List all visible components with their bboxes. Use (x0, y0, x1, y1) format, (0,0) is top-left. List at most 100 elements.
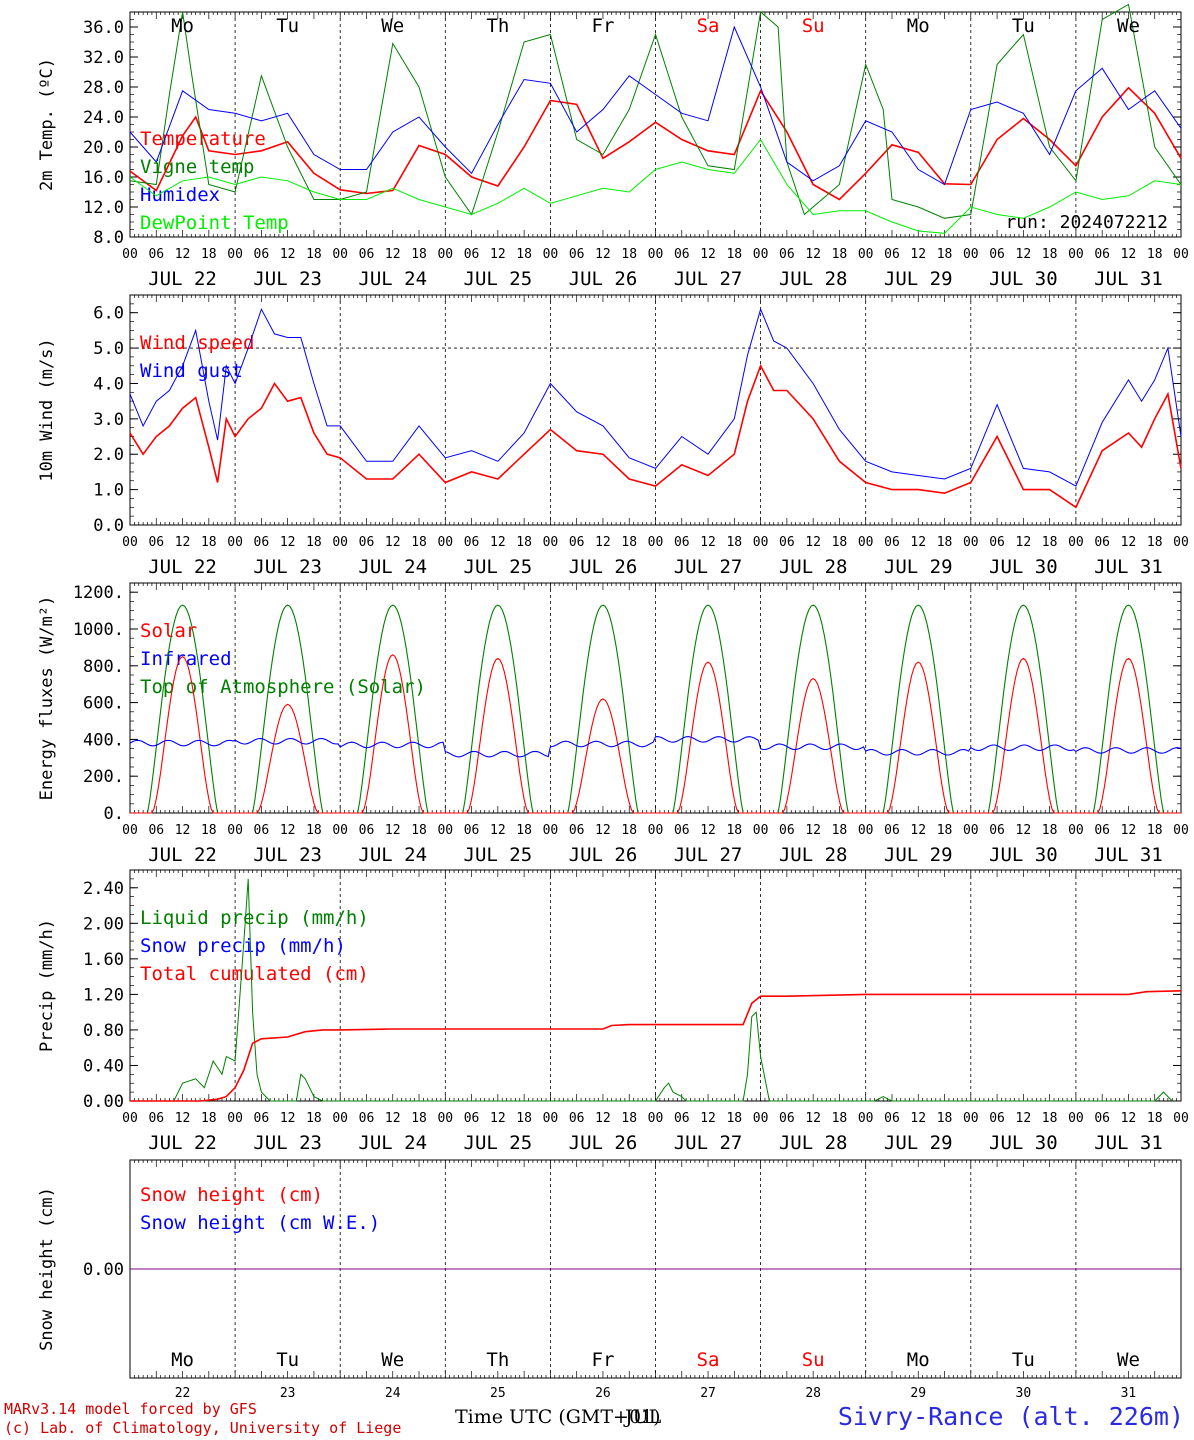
hour-label: 12 (280, 247, 296, 262)
day-name: Tu (1012, 15, 1035, 37)
x-axis-title: Time UTC (GMT+01) JUL (455, 1406, 662, 1428)
hour-label: 00 (1068, 823, 1084, 838)
hour-label: 18 (832, 535, 848, 550)
hour-label: 18 (1147, 247, 1163, 262)
run-label: run: 2024072212 (1005, 212, 1168, 233)
hour-label: 06 (254, 535, 270, 550)
day-name: Fr (592, 15, 615, 37)
series-line (129, 86, 1182, 201)
hour-label: 12 (490, 247, 506, 262)
hour-label: 12 (595, 823, 611, 838)
hour-label: 00 (648, 535, 664, 550)
y-tick-label: 0. (104, 804, 124, 824)
date-label: JUL 23 (253, 556, 322, 578)
hour-label: 12 (595, 535, 611, 550)
hour-label: 00 (648, 1111, 664, 1126)
hour-label: 12 (490, 823, 506, 838)
hour-label: 12 (595, 247, 611, 262)
hour-label: 12 (805, 823, 821, 838)
hour-label: 00 (858, 823, 874, 838)
date-label: JUL 28 (779, 268, 848, 290)
hour-label: 00 (122, 247, 138, 262)
y-tick-label: 32.0 (83, 48, 124, 68)
date-label: JUL 25 (464, 268, 533, 290)
hour-label: 06 (1094, 823, 1110, 838)
hour-label: 12 (595, 1111, 611, 1126)
hour-label: 18 (306, 823, 322, 838)
hour-label: 06 (148, 535, 164, 550)
hour-label: 12 (1016, 247, 1032, 262)
hour-label: 12 (700, 823, 716, 838)
date-number: 26 (595, 1386, 611, 1401)
hour-label: 00 (543, 823, 559, 838)
hour-label: 18 (411, 247, 427, 262)
hour-label: 12 (1121, 823, 1137, 838)
infrared-line (129, 736, 1182, 758)
hour-label: 06 (359, 535, 375, 550)
series-line (129, 307, 1182, 487)
hour-label: 12 (175, 1111, 191, 1126)
hour-label: 18 (832, 823, 848, 838)
hour-label: 00 (963, 1111, 979, 1126)
hour-label: 18 (937, 247, 953, 262)
y-tick-label: 600. (83, 694, 124, 714)
panel-1: 8.0 12.0 16.0 20.0 24.0 28.0 32.0 36.0 2m Temp. … (37, 3, 1189, 290)
hour-label: 06 (464, 823, 480, 838)
hour-label: 00 (543, 1111, 559, 1126)
hour-label: 18 (411, 1111, 427, 1126)
hour-label: 12 (910, 1111, 926, 1126)
legend-entry: Snow height (cm) (140, 1184, 323, 1206)
y-tick-label: 0.00 (83, 1260, 124, 1280)
date-label: JUL 25 (464, 844, 533, 866)
date-number: 27 (700, 1386, 716, 1401)
hour-label: 00 (1068, 247, 1084, 262)
hour-label: 00 (227, 535, 243, 550)
y-tick-label: 20.0 (83, 138, 124, 158)
hour-label: 00 (122, 1111, 138, 1126)
y-tick-label: 0.00 (83, 1092, 124, 1112)
y-axis-title: 2m Temp. (ºC) (37, 58, 57, 191)
y-tick-label: 1.0 (93, 481, 124, 501)
date-label: JUL 29 (884, 268, 953, 290)
hour-label: 12 (1121, 247, 1137, 262)
y-tick-label: 1.20 (83, 985, 124, 1005)
hour-label: 06 (569, 247, 585, 262)
y-tick-label: 8.0 (93, 228, 124, 248)
hour-label: 18 (621, 247, 637, 262)
y-tick-label: 6.0 (93, 304, 124, 324)
hour-label: 12 (385, 247, 401, 262)
hour-label: 12 (700, 1111, 716, 1126)
hour-label: 18 (306, 535, 322, 550)
series-line (129, 3, 1182, 219)
day-name-bottom: Mo (907, 1349, 930, 1371)
hour-label: 06 (254, 823, 270, 838)
hour-label: 12 (385, 823, 401, 838)
date-label: JUL 30 (989, 844, 1058, 866)
hour-label: 06 (359, 1111, 375, 1126)
series-line (129, 363, 1182, 509)
hour-label: 06 (884, 1111, 900, 1126)
credit-lab: (c) Lab. of Climatology, University of L… (4, 1419, 402, 1437)
y-tick-label: 28.0 (83, 78, 124, 98)
panel-5: 0.00 Snow height (cm) Snow height (cm) Snow… (37, 1159, 1182, 1401)
date-label: JUL 30 (989, 1132, 1058, 1154)
date-label: JUL 29 (884, 1132, 953, 1154)
date-label: JUL 26 (569, 556, 638, 578)
hour-label: 12 (1016, 823, 1032, 838)
date-label: JUL 24 (358, 556, 427, 578)
y-tick-label: 1.60 (83, 950, 124, 970)
hour-label: 06 (569, 823, 585, 838)
hour-label: 06 (674, 1111, 690, 1126)
hour-label: 18 (1147, 1111, 1163, 1126)
date-label: JUL 26 (569, 268, 638, 290)
hour-label: 12 (1121, 535, 1137, 550)
series-line (130, 878, 1173, 1102)
y-tick-label: 2.00 (83, 914, 124, 934)
hour-label: 06 (569, 1111, 585, 1126)
date-label: JUL 27 (674, 556, 743, 578)
hour-label: 06 (359, 823, 375, 838)
legend-entry: Vigne temp (140, 156, 254, 178)
date-label: JUL 28 (779, 556, 848, 578)
legend-entry: Wind speed (140, 332, 254, 354)
hour-label: 06 (779, 247, 795, 262)
